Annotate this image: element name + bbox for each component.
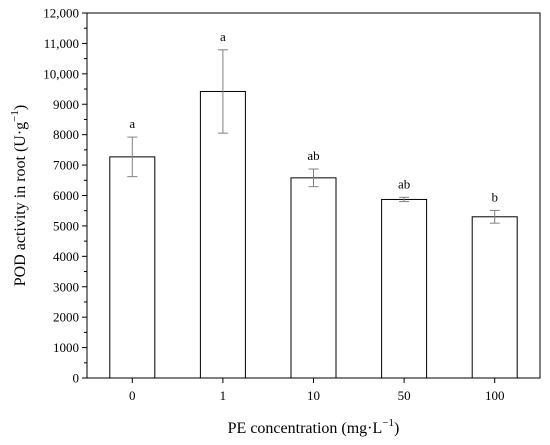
- y-tick-label: 11,000: [44, 36, 79, 51]
- y-tick-label: 9000: [53, 97, 79, 112]
- bar-10: [290, 177, 337, 379]
- x-tick-label: 100: [485, 388, 505, 403]
- error-bar-50: [399, 196, 410, 203]
- y-tick-label: 1000: [53, 340, 79, 355]
- bar-1: [199, 90, 246, 379]
- significance-label-50: ab: [398, 176, 410, 191]
- x-axis-title: PE concentration (mg·L−1): [228, 417, 400, 437]
- y-tick-label: 0: [73, 371, 80, 386]
- significance-label-1: a: [220, 29, 226, 44]
- x-axis: 0 1 10 50 100: [129, 378, 504, 403]
- error-bar-0: [127, 136, 138, 178]
- y-tick-label: 3000: [53, 279, 79, 294]
- y-tick-label: 6000: [53, 188, 79, 203]
- x-tick-label: 50: [398, 388, 411, 403]
- error-bar-1: [217, 49, 228, 134]
- significance-label-10: ab: [307, 148, 319, 163]
- y-tick-label: 12,000: [43, 6, 79, 21]
- x-tick-label: 10: [307, 388, 320, 403]
- y-axis-title: POD activity in root (U·g−1): [9, 105, 29, 286]
- significance-labels-group: a a ab ab b: [129, 29, 498, 205]
- y-axis-title-main: POD activity in root (U·g: [12, 122, 29, 286]
- bars-group: [109, 90, 518, 379]
- plot-frame: [86, 12, 541, 379]
- y-axis-title-sup: −1: [9, 110, 21, 122]
- error-bar-10: [308, 168, 319, 188]
- bar-0: [109, 156, 156, 379]
- significance-label-0: a: [129, 116, 135, 131]
- x-tick-label: 0: [129, 388, 136, 403]
- y-tick-label: 2000: [53, 310, 79, 325]
- bar-100: [471, 216, 518, 379]
- y-axis: 0 1000 2000 3000 4000 5000 6000 7000 8000 9000 10,…: [43, 6, 87, 386]
- error-bar-100: [489, 209, 500, 224]
- x-axis-title-sup: −1: [382, 417, 394, 429]
- y-tick-label: 10,000: [43, 66, 79, 81]
- y-tick-label: 8000: [53, 127, 79, 142]
- significance-label-100: b: [491, 189, 498, 204]
- y-tick-label: 5000: [53, 218, 79, 233]
- error-bars-group: [127, 49, 500, 224]
- y-tick-label: 4000: [53, 249, 79, 264]
- x-axis-title-end: ): [394, 420, 399, 437]
- bar-50: [381, 198, 428, 379]
- y-axis-title-end: ): [12, 105, 29, 110]
- y-tick-label: 7000: [53, 158, 79, 173]
- x-axis-title-main: PE concentration (mg·L: [228, 420, 383, 437]
- x-tick-label: 1: [220, 388, 227, 403]
